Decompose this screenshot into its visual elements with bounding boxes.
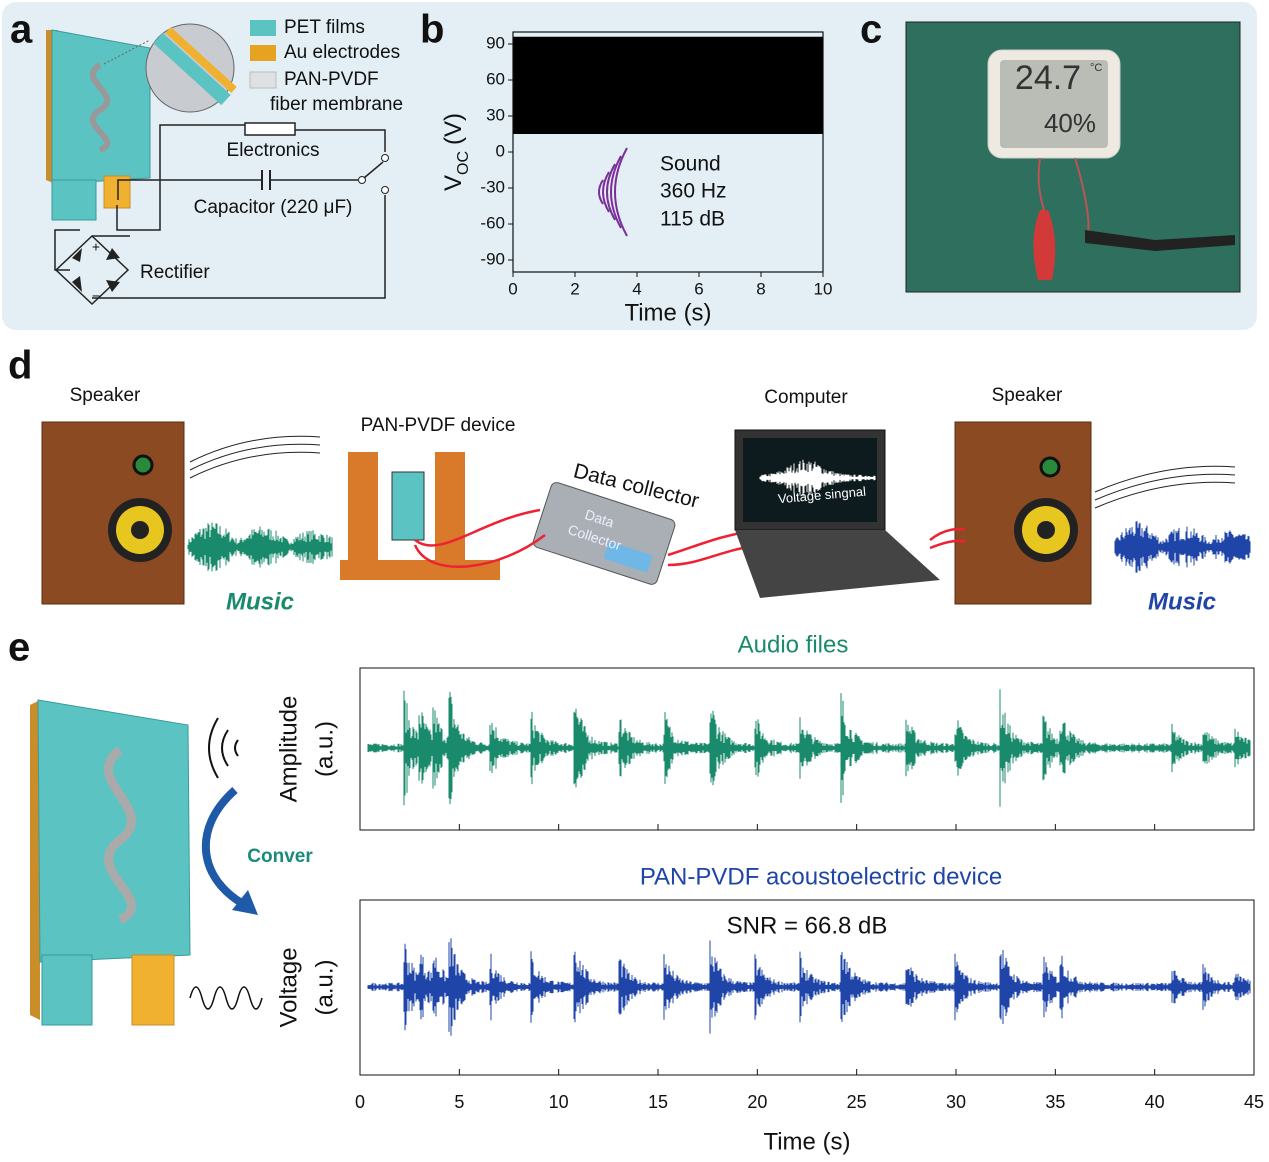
y-axis-label-main: V xyxy=(440,175,467,191)
x-tick-label: 25 xyxy=(847,1092,867,1112)
signal-band xyxy=(513,36,823,134)
laptop xyxy=(734,429,940,598)
plot-title: PAN-PVDF acoustoelectric device xyxy=(640,863,1002,890)
circuit-label: Electronics xyxy=(227,140,320,161)
label: Conver xyxy=(247,846,313,867)
y-axis-label: VOC (V) xyxy=(440,113,471,191)
legend-text: PET films xyxy=(284,17,365,38)
music-notes xyxy=(189,435,1236,509)
screen-waveform xyxy=(759,459,876,497)
annotation: 360 Hz xyxy=(660,180,727,203)
x-axis-label: Time (s) xyxy=(624,299,711,326)
label: Speaker xyxy=(70,385,141,406)
panel-label: c xyxy=(860,8,882,52)
label: Computer xyxy=(764,387,848,408)
label: PAN-PVDF device xyxy=(361,415,516,436)
y-axis-label: Amplitude xyxy=(275,696,302,803)
x-tick-label: 15 xyxy=(648,1092,668,1112)
panel-label: e xyxy=(8,626,30,670)
speaker-left xyxy=(41,421,185,605)
waveform xyxy=(367,938,1251,1036)
sound-icon xyxy=(598,147,628,237)
y-tick-label: 30 xyxy=(486,105,505,124)
x-tick-label: 10 xyxy=(814,279,833,298)
device-3d xyxy=(30,699,263,1026)
display-temp: 24.7 xyxy=(1015,59,1081,97)
x-tick-label: 0 xyxy=(508,279,517,298)
y-tick-label: -90 xyxy=(480,249,505,268)
device-photo xyxy=(340,452,500,580)
device-schematic xyxy=(46,20,389,306)
y-axis-label-sub: OC xyxy=(455,151,472,175)
music-waveform xyxy=(187,522,333,572)
y-tick-label: -60 xyxy=(480,213,505,232)
y-tick-label: -30 xyxy=(480,177,505,196)
polarity: − xyxy=(92,288,100,304)
panel-label: a xyxy=(10,8,33,52)
label: Speaker xyxy=(992,385,1063,406)
x-tick-label: 20 xyxy=(747,1092,767,1112)
label: Music xyxy=(1148,588,1216,615)
panel-label: d xyxy=(8,344,32,388)
display-humidity: 40% xyxy=(1044,108,1096,138)
x-tick-label: 2 xyxy=(570,279,579,298)
circuit-label: Capacitor (220 μF) xyxy=(194,197,353,218)
x-tick-label: 30 xyxy=(946,1092,966,1112)
display-unit: °C xyxy=(1090,62,1102,74)
y-axis-label: (a.u.) xyxy=(311,721,338,777)
panel-label: b xyxy=(420,8,444,52)
x-tick-label: 40 xyxy=(1145,1092,1165,1112)
circuit-label: Rectifier xyxy=(140,262,210,283)
photo xyxy=(905,21,1241,293)
annotation: SNR = 66.8 dB xyxy=(727,912,888,939)
x-tick-label: 35 xyxy=(1045,1092,1065,1112)
speaker-right xyxy=(954,421,1092,605)
x-axis-label: Time (s) xyxy=(763,1128,850,1155)
polarity: + xyxy=(92,239,100,255)
plot-title: Audio files xyxy=(738,631,849,658)
y-tick-label: 90 xyxy=(486,33,505,52)
x-tick-label: 10 xyxy=(549,1092,569,1112)
y-tick-label: 60 xyxy=(486,69,505,88)
y-tick-label: 0 xyxy=(496,141,505,160)
cables xyxy=(413,508,966,568)
annotation: Sound xyxy=(660,153,721,176)
y-axis-label: (a.u.) xyxy=(311,959,338,1015)
y-axis-label-unit: (V) xyxy=(440,113,467,145)
annotation: 115 dB xyxy=(660,208,725,231)
legend-text: fiber membrane xyxy=(270,94,403,115)
legend-text: PAN-PVDF xyxy=(284,69,379,90)
plot-frame xyxy=(359,899,1255,1076)
music-waveform xyxy=(1114,521,1251,573)
y-axis-label: Voltage xyxy=(275,947,302,1027)
x-tick-label: 0 xyxy=(355,1092,365,1112)
label: Music xyxy=(226,588,294,615)
waveform xyxy=(367,689,1251,807)
plot-frame xyxy=(359,667,1255,831)
x-tick-label: 5 xyxy=(454,1092,464,1112)
x-tick-label: 45 xyxy=(1244,1092,1264,1112)
x-tick-label: 6 xyxy=(694,279,703,298)
legend-text: Au electrodes xyxy=(284,42,400,63)
x-tick-label: 8 xyxy=(756,279,765,298)
data-collector xyxy=(532,482,676,585)
x-tick-label: 4 xyxy=(632,279,641,298)
